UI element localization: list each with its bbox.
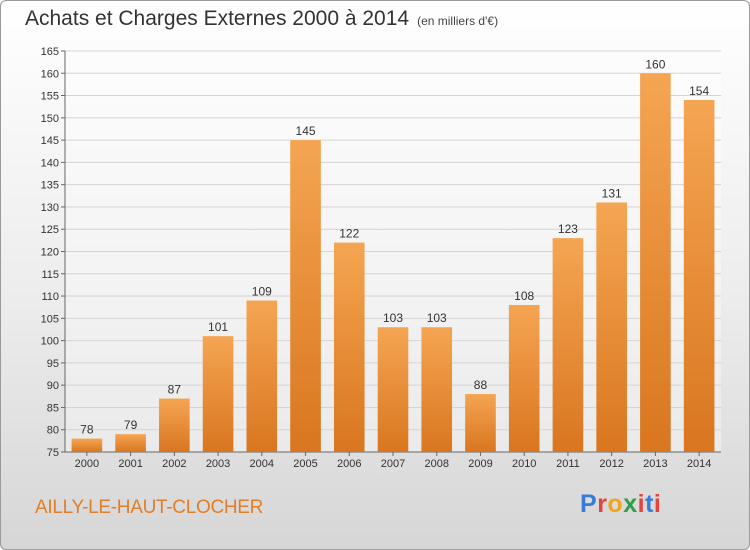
chart-title-text: Achats et Charges Externes 2000 à 2014 <box>25 7 410 30</box>
bar <box>115 434 146 452</box>
y-tick-label: 150 <box>41 113 59 125</box>
logo-letter: r <box>597 490 608 518</box>
x-tick-label: 2003 <box>206 458 230 470</box>
bar <box>202 336 234 452</box>
logo-letter: x <box>623 490 638 518</box>
x-tick-label: 2002 <box>162 458 186 470</box>
y-tick-label: 135 <box>41 180 59 192</box>
logo-letter: i <box>653 490 662 518</box>
y-tick-label: 140 <box>41 157 59 169</box>
y-tick-label: 110 <box>41 291 59 303</box>
x-tick-label: 2012 <box>599 458 623 470</box>
y-tick-label: 75 <box>47 447 59 459</box>
chart-subtitle: (en milliers d'€) <box>417 14 499 28</box>
data-label: 108 <box>514 289 534 303</box>
data-label: 79 <box>124 418 138 432</box>
data-label: 122 <box>339 227 359 241</box>
bar <box>421 327 453 452</box>
x-tick-label: 2007 <box>381 458 405 470</box>
data-label: 123 <box>558 222 578 236</box>
data-label: 103 <box>383 311 403 325</box>
data-label: 88 <box>474 378 488 392</box>
data-label: 101 <box>208 320 228 334</box>
y-tick-label: 125 <box>41 224 59 236</box>
data-label: 160 <box>645 57 665 71</box>
bar <box>333 242 365 452</box>
y-tick-label: 155 <box>41 91 59 103</box>
bar <box>596 202 627 452</box>
data-label: 78 <box>80 423 94 437</box>
data-label: 154 <box>689 84 709 98</box>
y-tick-label: 130 <box>41 202 59 214</box>
y-tick-label: 120 <box>41 247 59 259</box>
y-tick-label: 160 <box>41 68 59 80</box>
bar <box>465 394 496 452</box>
bar <box>159 398 190 452</box>
x-tick-label: 2000 <box>75 458 99 470</box>
y-tick-label: 165 <box>41 46 59 58</box>
y-tick-label: 145 <box>41 135 59 147</box>
data-label: 131 <box>602 186 622 200</box>
bar <box>552 238 584 452</box>
bar <box>377 327 409 452</box>
bar-chart: 75 80 85 90 95 100 105 110 115 120 125 130 135 140 145… <box>41 46 721 470</box>
data-label: 109 <box>252 285 272 299</box>
bar <box>683 100 715 452</box>
x-tick-label: 2013 <box>643 458 667 470</box>
x-tick-label: 2011 <box>556 458 580 470</box>
chart-title: Achats et Charges Externes 2000 à 2014 (e… <box>25 7 498 31</box>
x-tick-label: 2004 <box>250 458 274 470</box>
proxiti-logo: Proxiti <box>580 490 661 519</box>
location-name: AILLY-LE-HAUT-CLOCHER <box>35 497 264 518</box>
bar <box>290 140 321 452</box>
y-tick-label: 95 <box>47 358 59 370</box>
data-label: 103 <box>427 311 447 325</box>
x-tick-label: 2009 <box>468 458 492 470</box>
logo-letter: o <box>607 490 624 518</box>
data-label: 87 <box>168 383 182 397</box>
x-tick-label: 2006 <box>337 458 361 470</box>
y-tick-label: 85 <box>47 402 59 414</box>
bar <box>71 438 103 452</box>
x-tick-label: 2010 <box>512 458 536 470</box>
y-tick-label: 90 <box>47 380 59 392</box>
y-tick-label: 80 <box>47 425 59 437</box>
data-label: 145 <box>296 124 316 138</box>
x-tick-label: 2005 <box>293 458 317 470</box>
x-tick-label: 2001 <box>118 458 142 470</box>
y-tick-label: 100 <box>41 336 59 348</box>
bar <box>246 300 278 452</box>
x-tick-label: 2008 <box>424 458 448 470</box>
y-tick-label: 115 <box>41 269 59 281</box>
x-tick-label: 2014 <box>687 458 711 470</box>
y-tick-label: 105 <box>41 313 59 325</box>
logo-letter: i <box>637 490 646 518</box>
bar <box>508 304 540 452</box>
bar <box>640 73 671 453</box>
logo-letter: P <box>580 490 598 518</box>
logo-letter: t <box>645 490 654 518</box>
